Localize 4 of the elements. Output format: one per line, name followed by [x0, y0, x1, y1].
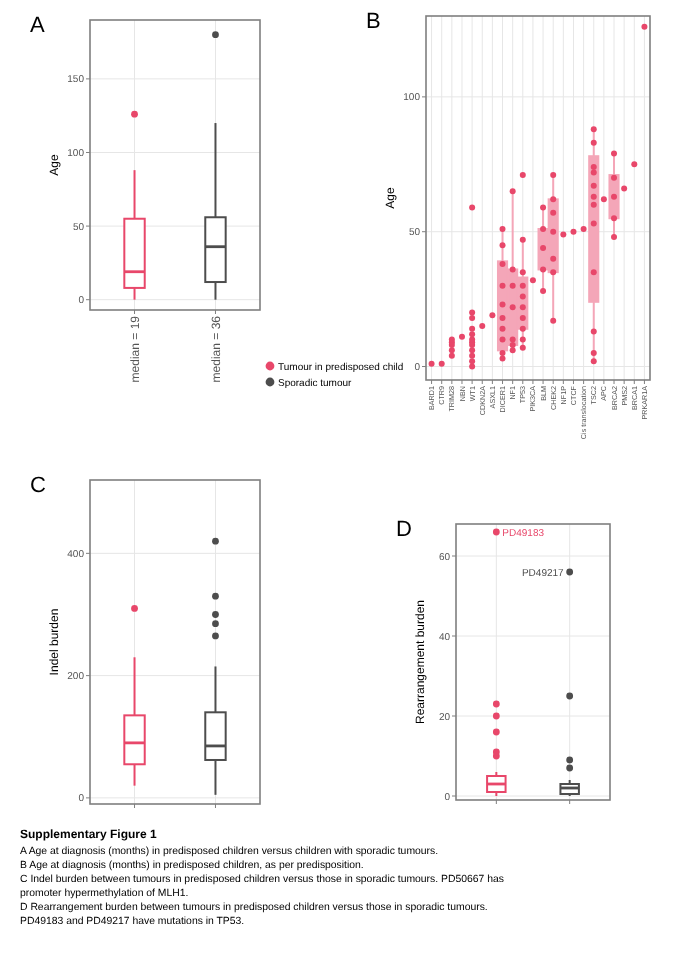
- chart-title: C: [30, 474, 46, 498]
- chart-title: A: [30, 14, 46, 38]
- chart-title: B: [366, 10, 381, 34]
- chart-title: D: [396, 518, 412, 542]
